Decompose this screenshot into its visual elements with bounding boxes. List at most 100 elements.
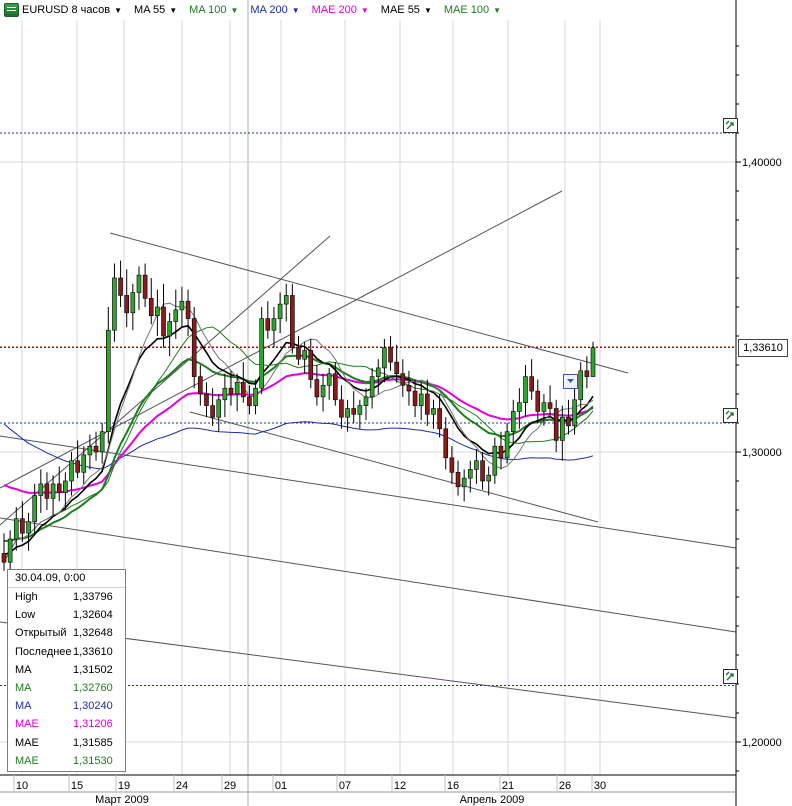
candle-body — [480, 460, 485, 482]
candle-body — [81, 454, 87, 473]
candle-body — [38, 483, 44, 496]
chevron-down-icon[interactable]: ▼ — [493, 5, 502, 15]
candle-body — [75, 460, 80, 473]
alert-icon[interactable] — [723, 118, 738, 133]
data-window-row: Последнее 1,33610 — [8, 643, 125, 661]
candle-body — [20, 518, 25, 534]
candle-body — [161, 306, 166, 337]
candle-body — [198, 376, 203, 395]
candle-body — [474, 460, 479, 470]
x-tick-label: 10 — [16, 780, 28, 792]
x-tick-label: 01 — [275, 780, 287, 792]
candle-body — [345, 408, 350, 418]
data-window-label: Последнее — [15, 645, 72, 658]
trend-line — [0, 435, 737, 549]
x-tick-label: 26 — [559, 780, 571, 792]
chevron-down-icon[interactable]: ▼ — [423, 5, 432, 15]
mae-200-line — [3, 372, 594, 494]
order-icon[interactable] — [563, 374, 578, 389]
candle-body — [253, 387, 258, 406]
candle-body — [320, 384, 326, 398]
candle-body — [406, 384, 412, 392]
x-tick-label: 15 — [71, 780, 83, 792]
chevron-down-icon[interactable]: ▼ — [230, 5, 239, 15]
month-label: Март 2009 — [95, 794, 149, 806]
last-price-tag: 1,33610 — [738, 339, 788, 357]
candle-body — [56, 483, 62, 493]
indicator-mae-100[interactable]: MAE 100 ▼ — [444, 4, 501, 16]
x-tick-label: 21 — [502, 780, 514, 792]
candle-body — [179, 300, 185, 311]
indicator-ma-100[interactable]: MA 100 ▼ — [189, 4, 238, 16]
indicator-toolbar: EURUSD 8 часов ▼ MA 55 ▼ MA 100 ▼ MA 200… — [0, 0, 736, 20]
candle-body — [560, 416, 565, 441]
candle-body — [106, 329, 111, 433]
candle-body — [32, 495, 37, 522]
data-window-label: Low — [15, 609, 36, 622]
symbol-label: EURUSD 8 часов — [22, 4, 111, 16]
candle-body — [210, 405, 215, 418]
candle-body — [136, 274, 142, 293]
candle-body — [363, 396, 369, 406]
candle-body — [400, 373, 406, 386]
candle-body — [572, 399, 577, 427]
candle-body — [26, 521, 31, 534]
chevron-down-icon[interactable]: ▼ — [291, 5, 300, 15]
candle-body — [547, 402, 553, 409]
candle-body — [1, 553, 7, 563]
candle-body — [148, 297, 154, 316]
candle-body — [247, 396, 252, 406]
chevron-down-icon[interactable]: ▼ — [169, 5, 178, 15]
candle-body — [69, 460, 74, 482]
candle-body — [351, 408, 357, 415]
chevron-down-icon[interactable]: ▼ — [360, 5, 369, 15]
candle-body — [326, 373, 332, 386]
data-window-date: 30.04.09, 0:00 — [8, 570, 125, 588]
candle-body — [510, 411, 516, 432]
alert-icon[interactable] — [723, 408, 738, 423]
candle-body — [271, 318, 277, 331]
candle-body — [443, 428, 449, 459]
symbol-icon — [4, 3, 19, 17]
data-window-row: Открытый 1,32648 — [8, 624, 125, 642]
x-tick-label: 16 — [447, 780, 459, 792]
trend-line — [0, 235, 331, 526]
indicator-ma-55[interactable]: MA 55 ▼ — [134, 4, 177, 16]
candle-body — [541, 402, 547, 412]
candle-body — [130, 292, 136, 314]
indicator-label: MA 55 — [134, 4, 166, 16]
candle-body — [504, 431, 510, 459]
candle-body — [118, 277, 123, 296]
indicator-mae-55[interactable]: MAE 55 ▼ — [381, 4, 432, 16]
candle-body — [431, 408, 436, 415]
indicator-mae-200[interactable]: MAE 200 ▼ — [312, 4, 369, 16]
indicator-label: MA 100 — [189, 4, 227, 16]
candle-body — [87, 445, 93, 456]
x-tick-label: 19 — [118, 780, 130, 792]
candle-body — [13, 518, 19, 540]
candle-body — [382, 347, 387, 369]
candle-body — [155, 306, 160, 316]
candle-body — [388, 347, 393, 363]
data-window-value: 1,32648 — [73, 627, 113, 640]
candle-body — [7, 538, 13, 563]
indicator-ma-200[interactable]: MA 200 ▼ — [250, 4, 299, 16]
candle-body — [277, 303, 283, 319]
candle-body — [369, 376, 375, 398]
candle-body — [461, 477, 467, 488]
chevron-down-icon[interactable]: ▼ — [114, 5, 123, 15]
candle-body — [333, 373, 338, 401]
y-tick-label: 1,40000 — [742, 157, 782, 169]
data-window-label: MA — [15, 700, 32, 713]
data-window-label: MA — [15, 663, 32, 676]
candle-body — [535, 390, 541, 412]
symbol-selector[interactable]: EURUSD 8 часов ▼ — [4, 3, 122, 17]
candle-body — [492, 445, 498, 476]
candle-body — [234, 382, 240, 395]
data-window-row: MA 1,31502 — [8, 661, 125, 679]
candle-body — [375, 367, 381, 377]
indicator-label: MA 200 — [250, 4, 288, 16]
alert-icon[interactable] — [723, 669, 738, 684]
